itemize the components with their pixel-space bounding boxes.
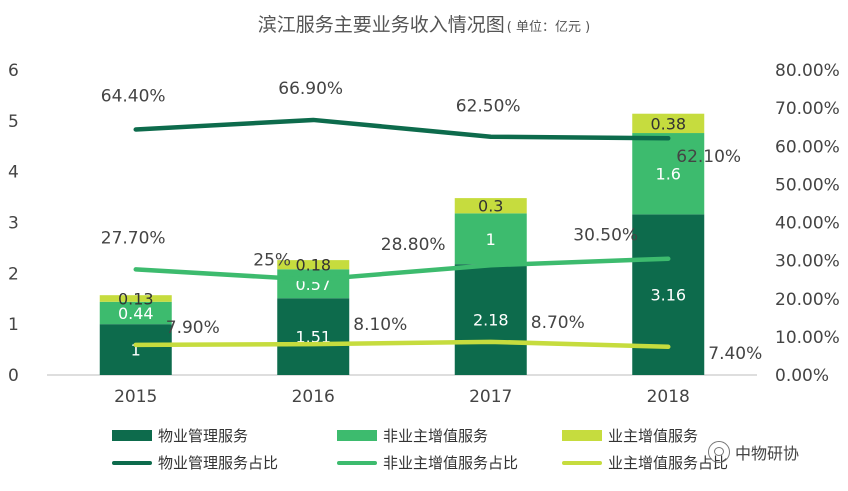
bar-segment [454, 264, 527, 375]
series-line [133, 117, 671, 141]
chart-plot: 01234560.00%10.00%20.00%30.00%40.00%50.0… [8, 61, 840, 407]
y-right-tick-label: 60.00% [775, 137, 840, 157]
legend-label: 业主增值服务占比 [608, 454, 729, 472]
x-tick-label: 2016 [292, 387, 335, 407]
series-line [133, 256, 671, 282]
legend-swatch [112, 430, 152, 441]
chart-title: 滨江服务主要业务收入情况图( 单位：亿元 ) [257, 14, 591, 36]
bar-data-label: 1 [486, 230, 496, 249]
line-data-label: 7.40% [708, 344, 762, 364]
y-left-tick-label: 2 [8, 264, 19, 284]
line-data-label: 66.90% [278, 79, 343, 99]
bar-data-label: 3.16 [650, 286, 686, 305]
legend-row-bars: 物业管理服务 非业主增值服务 业主增值服务 [112, 422, 732, 449]
y-left-tick-label: 5 [8, 112, 19, 132]
legend-item-non-owner: 非业主增值服务 [337, 425, 562, 446]
y-right-tick-label: 10.00% [775, 328, 840, 348]
bar-segment [99, 324, 172, 375]
legend-item-property-mgmt-share: 物业管理服务占比 [112, 452, 337, 473]
series-line [133, 339, 671, 350]
bar-data-label: 1 [131, 341, 141, 360]
legend-swatch [337, 460, 377, 465]
bar-segment [99, 295, 172, 302]
legend-swatch [337, 430, 377, 441]
bar-segment [277, 269, 350, 299]
line-data-label: 8.10% [353, 315, 407, 335]
legend-label: 非业主增值服务 [383, 427, 489, 445]
legend-label: 非业主增值服务占比 [383, 454, 519, 472]
bar-data-label: 0.44 [118, 304, 154, 323]
y-right-tick-label: 80.00% [775, 61, 840, 81]
bar-segment [454, 198, 527, 214]
legend: 物业管理服务 非业主增值服务 业主增值服务 物业管理服务占比 非业主增值服务占比… [112, 422, 732, 476]
line-data-label: 62.50% [456, 97, 521, 117]
watermark-text: 中物研协 [735, 444, 800, 463]
bar-data-label: 0.13 [118, 289, 154, 308]
legend-swatch [562, 430, 602, 441]
line-data-label: 30.50% [573, 226, 638, 246]
legend-label: 物业管理服务占比 [158, 454, 279, 472]
legend-item-owner: 业主增值服务 [562, 425, 732, 446]
y-right-tick-label: 70.00% [775, 99, 840, 119]
line-data-label: 62.10% [676, 147, 741, 167]
y-left-tick-label: 6 [8, 61, 19, 81]
y-right-tick-label: 40.00% [775, 214, 840, 234]
bar-segment [632, 113, 705, 134]
legend-item-non-owner-share: 非业主增值服务占比 [337, 452, 562, 473]
line-data-label: 8.70% [531, 313, 585, 333]
legend-swatch [562, 460, 602, 465]
bar-data-label: 0.18 [295, 256, 331, 275]
y-right-tick-label: 50.00% [775, 175, 840, 195]
legend-item-owner-share: 业主增值服务占比 [562, 452, 732, 473]
y-right-tick-label: 30.00% [775, 252, 840, 272]
y-right-tick-label: 0.00% [775, 366, 829, 386]
line-data-label: 28.80% [381, 235, 446, 255]
x-tick-label: 2018 [647, 387, 690, 407]
y-left-tick-label: 4 [8, 163, 19, 183]
y-left-tick-label: 3 [8, 214, 19, 234]
wechat-icon [708, 441, 730, 463]
bar-data-label: 1.6 [656, 165, 681, 184]
bar-segment [632, 133, 705, 215]
bar-data-label: 0.38 [650, 114, 686, 133]
bar-data-label: 0.3 [478, 197, 503, 216]
bar-segment [277, 298, 350, 375]
y-right-tick-label: 20.00% [775, 290, 840, 310]
bar-segment [99, 301, 172, 325]
legend-label: 物业管理服务 [158, 427, 249, 445]
line-data-label: 27.70% [101, 228, 166, 248]
legend-item-property-mgmt: 物业管理服务 [112, 425, 337, 446]
legend-row-lines: 物业管理服务占比 非业主增值服务占比 业主增值服务占比 [112, 449, 732, 476]
y-left-tick-label: 1 [8, 315, 19, 335]
line-data-label: 7.90% [166, 318, 220, 338]
watermark: 中物研协 [708, 440, 799, 464]
bar-data-label: 2.18 [473, 311, 509, 330]
legend-swatch [112, 460, 152, 465]
line-data-label: 64.40% [101, 86, 166, 106]
x-tick-label: 2017 [469, 387, 512, 407]
bar-segment [454, 213, 527, 265]
chart-title-unit: ( 单位：亿元 ) [506, 20, 591, 35]
y-left-tick-label: 0 [8, 366, 19, 386]
legend-label: 业主增值服务 [608, 427, 699, 445]
line-data-label: 25% [253, 251, 291, 271]
bar-segment [277, 260, 350, 270]
x-tick-label: 2015 [114, 387, 157, 407]
